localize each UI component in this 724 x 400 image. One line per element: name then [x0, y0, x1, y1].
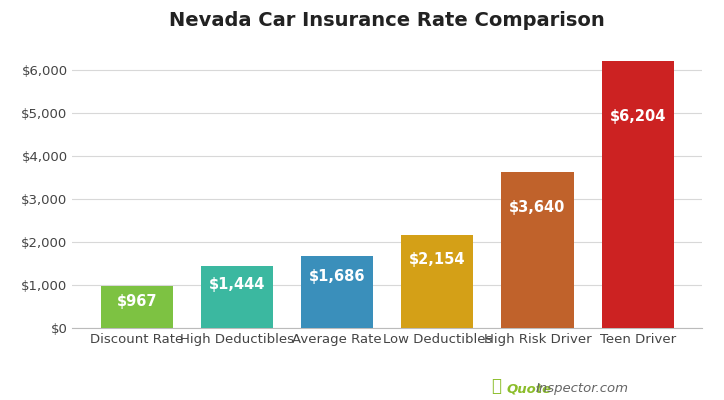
- Bar: [602, 61, 673, 328]
- Bar: [401, 236, 473, 328]
- Text: Inspector.com: Inspector.com: [536, 382, 628, 395]
- Bar: [101, 286, 173, 328]
- Title: Nevada Car Insurance Rate Comparison: Nevada Car Insurance Rate Comparison: [169, 11, 605, 30]
- Text: $1,686: $1,686: [309, 268, 366, 284]
- Bar: [301, 256, 374, 328]
- Text: Ⓢ: Ⓢ: [491, 377, 501, 395]
- Text: Quote: Quote: [507, 382, 552, 395]
- Text: $3,640: $3,640: [509, 200, 565, 215]
- Text: $967: $967: [117, 294, 157, 309]
- Bar: [502, 172, 573, 328]
- Text: $2,154: $2,154: [409, 252, 466, 267]
- Text: $6,204: $6,204: [610, 109, 666, 124]
- Text: $1,444: $1,444: [209, 277, 266, 292]
- Bar: [201, 266, 273, 328]
